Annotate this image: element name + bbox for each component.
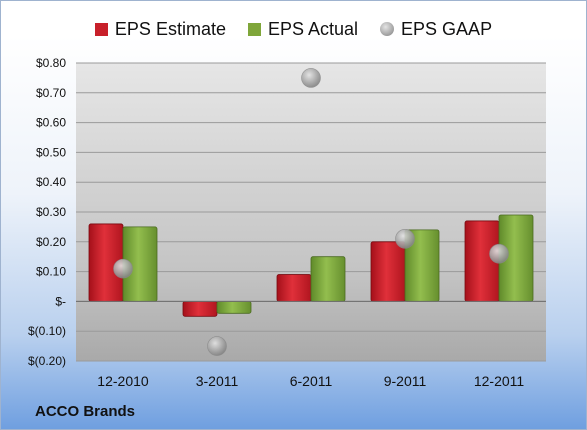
bar-eps-estimate (370, 241, 406, 302)
legend-item-estimate: EPS Estimate (94, 18, 226, 40)
x-tick-label: 12-2011 (474, 373, 525, 389)
y-tick-label: $0.10 (36, 265, 66, 279)
x-tick-label: 3-2011 (196, 373, 239, 389)
point-eps-gaap (395, 229, 415, 249)
company-name: ACCO Brands (35, 403, 136, 420)
y-tick-label: $0.50 (36, 145, 66, 159)
y-tick-label: $0.60 (36, 116, 66, 130)
point-eps-gaap (113, 258, 133, 279)
y-tick-label: $0.20 (36, 235, 66, 249)
y-tick-label: $0.80 (36, 56, 66, 70)
y-tick-label: $- (55, 294, 66, 308)
point-eps-gaap (489, 243, 509, 264)
legend-label-actual: EPS Actual (267, 18, 359, 39)
legend-label-gaap: EPS GAAP (401, 18, 493, 39)
bar-eps-actual (216, 300, 252, 314)
x-tick-label: 12-2010 (97, 373, 149, 389)
legend-swatch-estimate (94, 22, 108, 36)
bar-eps-estimate (182, 300, 218, 317)
legend-label-estimate: EPS Estimate (114, 18, 226, 39)
legend-swatch-actual (247, 22, 261, 36)
y-tick-label: $(0.20) (28, 354, 66, 368)
bar-eps-estimate (276, 274, 312, 302)
legend-swatch-gaap (380, 22, 395, 36)
y-tick-label: $(0.10) (28, 324, 66, 338)
y-tick-label: $0.30 (36, 205, 66, 219)
x-tick-label: 9-2011 (384, 373, 427, 389)
bar-eps-actual (310, 256, 346, 302)
legend-item-actual: EPS Actual (247, 18, 359, 40)
legend-item-gaap: EPS GAAP (380, 19, 492, 40)
y-tick-label: $0.40 (36, 175, 66, 189)
y-tick-label: $0.70 (36, 86, 66, 100)
point-eps-gaap (301, 68, 321, 88)
x-tick-label: 6-2011 (290, 373, 333, 389)
point-eps-gaap (207, 336, 227, 356)
legend: EPS Estimate EPS Actual EPS GAAP (1, 15, 586, 43)
